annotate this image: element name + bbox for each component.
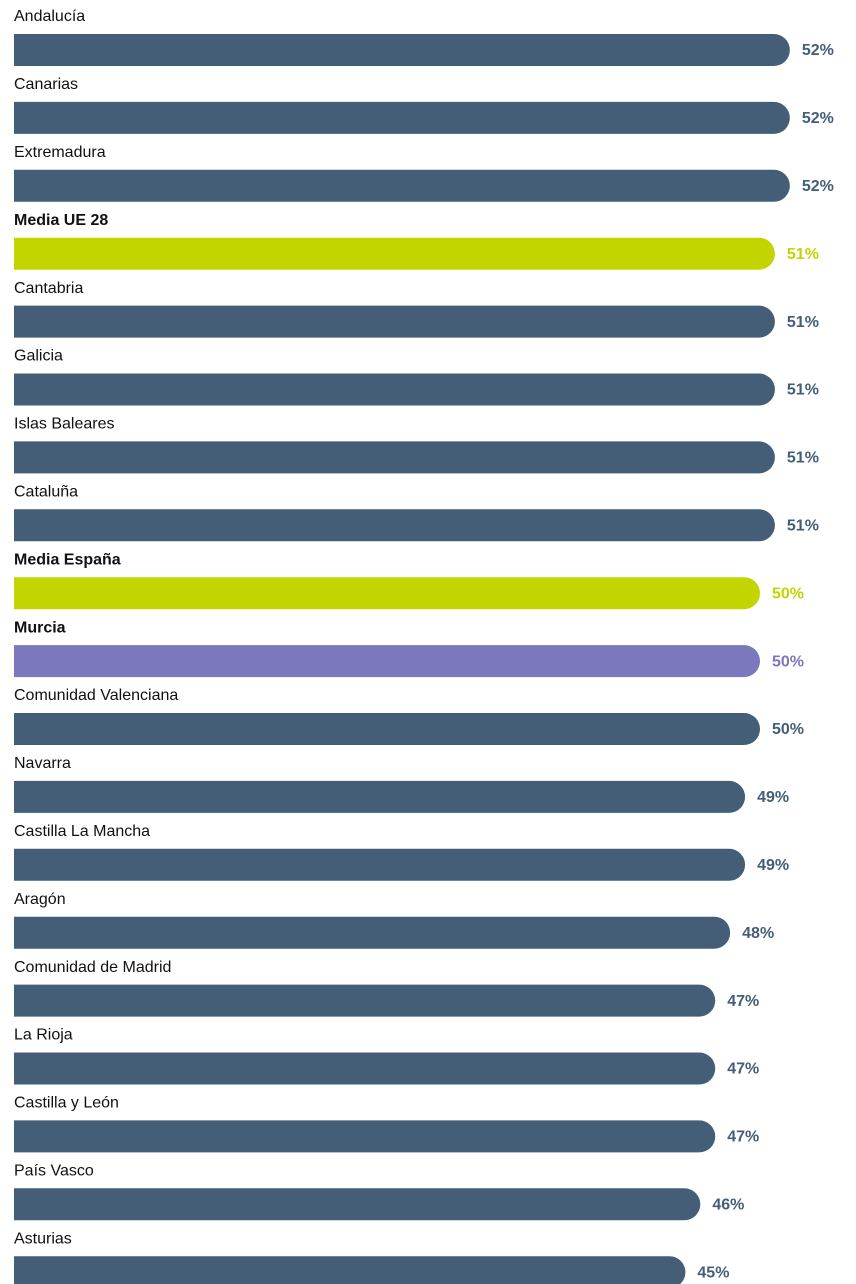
bar: [14, 373, 775, 406]
bar: [14, 1256, 686, 1284]
value-label: 48%: [742, 925, 774, 942]
bar: [14, 169, 790, 202]
value-label: 51%: [787, 382, 819, 399]
bar: [14, 441, 775, 474]
value-label: 51%: [787, 450, 819, 467]
category-label: Andalucía: [14, 8, 85, 25]
bar: [14, 577, 760, 610]
category-label: Canarias: [14, 76, 78, 93]
value-label: 50%: [772, 721, 804, 738]
bar: [14, 34, 790, 66]
bar: [14, 509, 775, 542]
value-label: 47%: [727, 993, 759, 1010]
value-label: 52%: [802, 110, 834, 127]
bar: [14, 645, 760, 678]
bar: [14, 1052, 716, 1085]
value-label: 45%: [697, 1264, 729, 1281]
bar: [14, 780, 746, 813]
value-label: 46%: [712, 1197, 744, 1214]
value-label: 52%: [802, 42, 834, 59]
bar: [14, 848, 746, 881]
value-label: 47%: [727, 1129, 759, 1146]
category-label: Murcia: [14, 619, 66, 636]
bar: [14, 305, 775, 338]
value-label: 50%: [772, 585, 804, 602]
category-label: Extremadura: [14, 144, 106, 161]
bar: [14, 1188, 701, 1221]
value-label: 50%: [772, 653, 804, 670]
category-label: La Rioja: [14, 1027, 73, 1044]
category-label: Media UE 28: [14, 212, 108, 229]
bar: [14, 101, 790, 134]
value-label: 49%: [757, 857, 789, 874]
value-label: 51%: [787, 246, 819, 263]
category-label: Castilla La Mancha: [14, 823, 150, 840]
value-label: 52%: [802, 178, 834, 195]
value-label: 47%: [727, 1061, 759, 1078]
category-label: País Vasco: [14, 1163, 94, 1180]
value-label: 49%: [757, 789, 789, 806]
bar: [14, 984, 716, 1017]
category-label: Aragón: [14, 891, 66, 908]
bar: [14, 713, 760, 745]
category-label: Cataluña: [14, 484, 78, 501]
category-label: Castilla y León: [14, 1095, 119, 1112]
category-label: Cantabria: [14, 280, 83, 297]
bar: [14, 1120, 716, 1153]
value-label: 51%: [787, 518, 819, 535]
category-label: Navarra: [14, 755, 71, 772]
bar: [14, 237, 775, 270]
category-label: Galicia: [14, 348, 63, 365]
value-label: 51%: [787, 314, 819, 331]
category-label: Asturias: [14, 1230, 72, 1247]
category-label: Islas Baleares: [14, 416, 115, 433]
category-label: Media España: [14, 551, 121, 568]
bar: [14, 916, 731, 949]
category-label: Comunidad de Madrid: [14, 959, 171, 976]
category-label: Comunidad Valenciana: [14, 687, 178, 704]
